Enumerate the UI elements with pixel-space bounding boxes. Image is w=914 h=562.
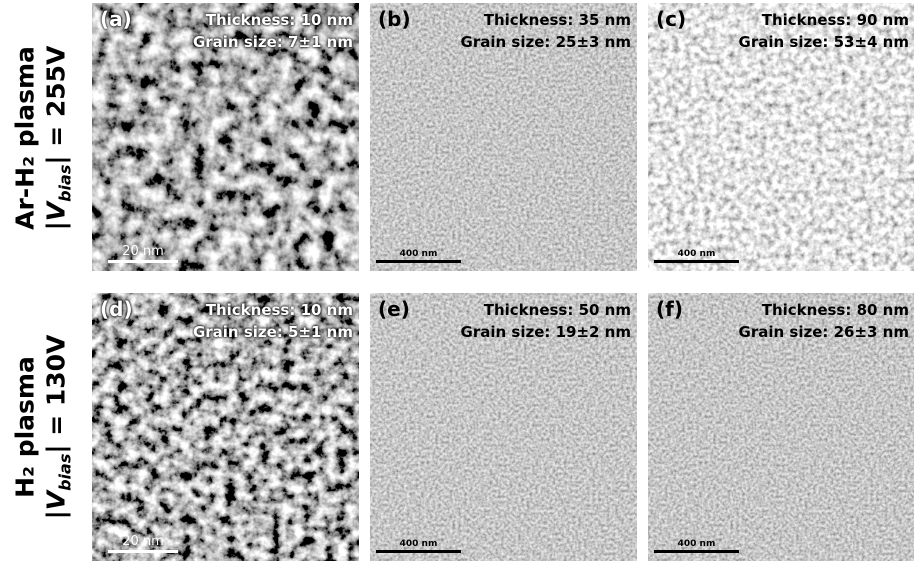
panel-label: (b) — [378, 7, 411, 31]
row-title: H₂ plasma — [10, 335, 41, 520]
thickness: Thickness: 90 nm — [739, 9, 909, 31]
scale-bar-text: 400 nm — [376, 249, 461, 259]
row-bias: |Vbias| = 255V — [41, 46, 81, 231]
scale-bar-text: 400 nm — [376, 539, 461, 549]
row-label: Ar-H₂ plasma |Vbias| = 255V — [0, 3, 90, 273]
grain-size: Grain size: 19±2 nm — [461, 321, 631, 343]
bias-close: | = 130V — [42, 335, 71, 454]
panel-label: (c) — [656, 7, 686, 31]
panel-label: (f) — [656, 297, 683, 321]
grain-size: Grain size: 53±4 nm — [739, 31, 909, 53]
grain-size: Grain size: 7±1 nm — [193, 31, 353, 53]
scale-bar: 400 nm — [376, 539, 461, 553]
panel-label: (a) — [100, 7, 132, 31]
scale-bar-line — [376, 260, 461, 263]
thickness: Thickness: 10 nm — [193, 9, 353, 31]
scale-bar-line — [654, 260, 739, 263]
thickness: Thickness: 35 nm — [461, 9, 631, 31]
panel-label: (e) — [378, 297, 410, 321]
scale-bar-text: 20 nm — [108, 534, 178, 549]
scale-bar-line — [376, 550, 461, 553]
row-bias: |Vbias| = 130V — [41, 335, 81, 520]
thickness: Thickness: 80 nm — [739, 299, 909, 321]
bias-close: | = 255V — [42, 46, 71, 165]
bias-open: | — [42, 221, 71, 230]
thickness: Thickness: 10 nm — [193, 299, 353, 321]
scale-bar: 400 nm — [376, 249, 461, 263]
grain-size: Grain size: 26±3 nm — [739, 321, 909, 343]
bias-open: | — [42, 510, 71, 519]
grain-size: Grain size: 5±1 nm — [193, 321, 353, 343]
grain-size: Grain size: 25±3 nm — [461, 31, 631, 53]
bias-symbol: V — [42, 491, 71, 510]
row-label: H₂ plasma |Vbias| = 130V — [0, 292, 90, 562]
scale-bar-text: 400 nm — [654, 539, 739, 549]
bias-subscript: bias — [56, 454, 75, 491]
figure: {"rows":[ {"title":"Ar-H₂ plasma","bias"… — [0, 0, 914, 562]
scale-bar: 400 nm — [654, 249, 739, 263]
panel-label: (d) — [100, 297, 133, 321]
scale-bar-line — [108, 550, 178, 553]
bias-subscript: bias — [56, 165, 75, 202]
scale-bar-line — [654, 550, 739, 553]
bias-symbol: V — [42, 202, 71, 221]
scale-bar-line — [108, 260, 178, 263]
row-title: Ar-H₂ plasma — [10, 46, 41, 231]
thickness: Thickness: 50 nm — [461, 299, 631, 321]
scale-bar-text: 20 nm — [108, 244, 178, 259]
scale-bar: 400 nm — [654, 539, 739, 553]
scale-bar: 20 nm — [108, 244, 178, 263]
scale-bar-text: 400 nm — [654, 249, 739, 259]
scale-bar: 20 nm — [108, 534, 178, 553]
